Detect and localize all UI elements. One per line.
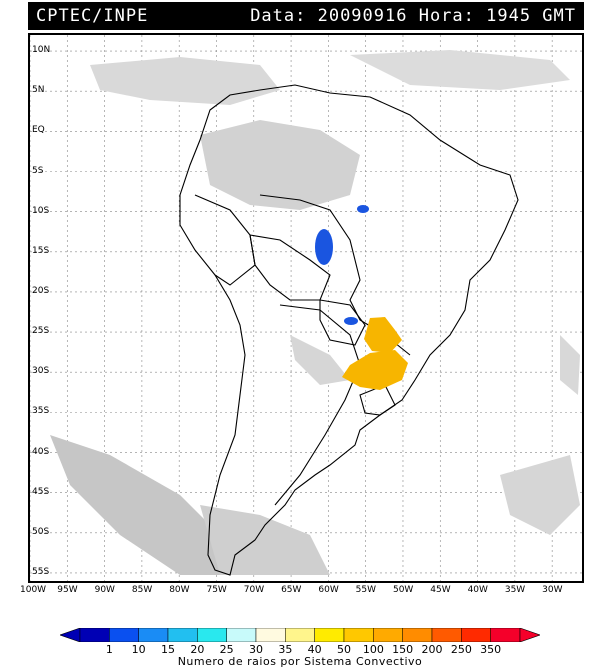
colorbar-segment (226, 628, 257, 642)
cloud-patch-north (90, 57, 280, 105)
colorbar-segment (109, 628, 139, 642)
cloud-layer (50, 50, 580, 575)
cloud-patch-southatlantic (500, 455, 580, 535)
colorbar-segment (167, 628, 198, 642)
colorbar-segment (314, 628, 345, 642)
lon-tick-label: 65W (281, 585, 302, 595)
colorbar-tick-label: 10 (131, 643, 146, 656)
colorbar-segment (431, 628, 462, 642)
lon-tick-label: 60W (318, 585, 339, 595)
peru-border (194, 194, 256, 286)
colorbar-tick-label: 35 (278, 643, 293, 656)
colorbar-tick-label: 25 (219, 643, 234, 656)
lon-tick-label: 75W (206, 585, 227, 595)
lightning-parana-orange (364, 317, 402, 353)
datetime-label: Data: 20090916 Hora: 1945 GMT (250, 6, 576, 26)
colorbar-segment (343, 628, 374, 642)
colorbar-segment (138, 628, 169, 642)
colorbar-segment (490, 628, 521, 642)
lon-tick-label: 50W (392, 585, 414, 595)
colorbar-tick-label: 100 (362, 643, 384, 656)
lon-tick-label: 40W (467, 585, 488, 595)
colorbar-labels: 1 10 15 20 25 30 35 40 50 100 150 200 250 350 (0, 643, 600, 657)
lightning-paraguay-blue (344, 317, 358, 325)
colorbar-caption: Numero de raios por Sistema Convectivo (177, 655, 423, 668)
lon-tick-label: 45W (430, 585, 451, 595)
paraguay-border (319, 299, 366, 346)
colorbar-segment (255, 628, 286, 642)
colorbar-segment (461, 628, 491, 642)
lon-tick-label: 30W (542, 585, 563, 595)
cloud-patch-southwest (50, 435, 230, 575)
cloud-patch-caribbean (350, 50, 570, 90)
colorbar-segment (79, 628, 110, 642)
colorbar-tick-label: 150 (392, 643, 414, 656)
cloud-patch-amazon (200, 120, 360, 210)
cloud-patch-pacific (290, 335, 350, 385)
argentina-border (274, 304, 361, 506)
colorbar-right-arrow (519, 628, 540, 642)
colorbar-tick-label: 50 (337, 643, 351, 656)
lon-tick-label: 80W (169, 585, 190, 595)
lon-tick-label: 100W (20, 585, 47, 595)
colorbar-left-arrow (60, 628, 81, 642)
lightning-north-blue (357, 205, 369, 213)
colorbar-tick-label: 350 (480, 643, 502, 656)
colorbar-segment (402, 628, 433, 642)
lightning-rio-grande-orange (342, 350, 408, 390)
map-canvas (30, 35, 582, 581)
south-america-coastline (179, 84, 519, 576)
colorbar-tick-label: 40 (307, 643, 322, 656)
lon-tick-label: 90W (94, 585, 115, 595)
lon-tick-label: 55W (355, 585, 377, 595)
title-bar: CPTEC/INPE Data: 20090916 Hora: 1945 GMT (28, 2, 584, 30)
cloud-patch-east (560, 335, 580, 395)
colorbar-tick-label: 1 (105, 643, 113, 656)
colorbar (60, 628, 540, 642)
lightning-layer (315, 205, 408, 390)
colorbar-tick-label: 250 (450, 643, 472, 656)
colorbar-segment (197, 628, 227, 642)
map-frame (28, 33, 584, 583)
lightning-mato-grosso-blue (315, 229, 333, 265)
lon-tick-label: 85W (131, 585, 153, 595)
source-label: CPTEC/INPE (36, 6, 149, 26)
cloud-patch-patagonia (200, 505, 330, 575)
colorbar-tick-label: 15 (161, 643, 175, 656)
colorbar-tick-label: 20 (190, 643, 205, 656)
colorbar-tick-label: 30 (249, 643, 263, 656)
lon-tick-label: 70W (243, 585, 265, 595)
colorbar-tick-label: 200 (421, 643, 443, 656)
lon-tick-label: 35W (504, 585, 526, 595)
colorbar-segment (373, 628, 403, 642)
lon-tick-label: 95W (57, 585, 78, 595)
colorbar-segment (285, 628, 315, 642)
